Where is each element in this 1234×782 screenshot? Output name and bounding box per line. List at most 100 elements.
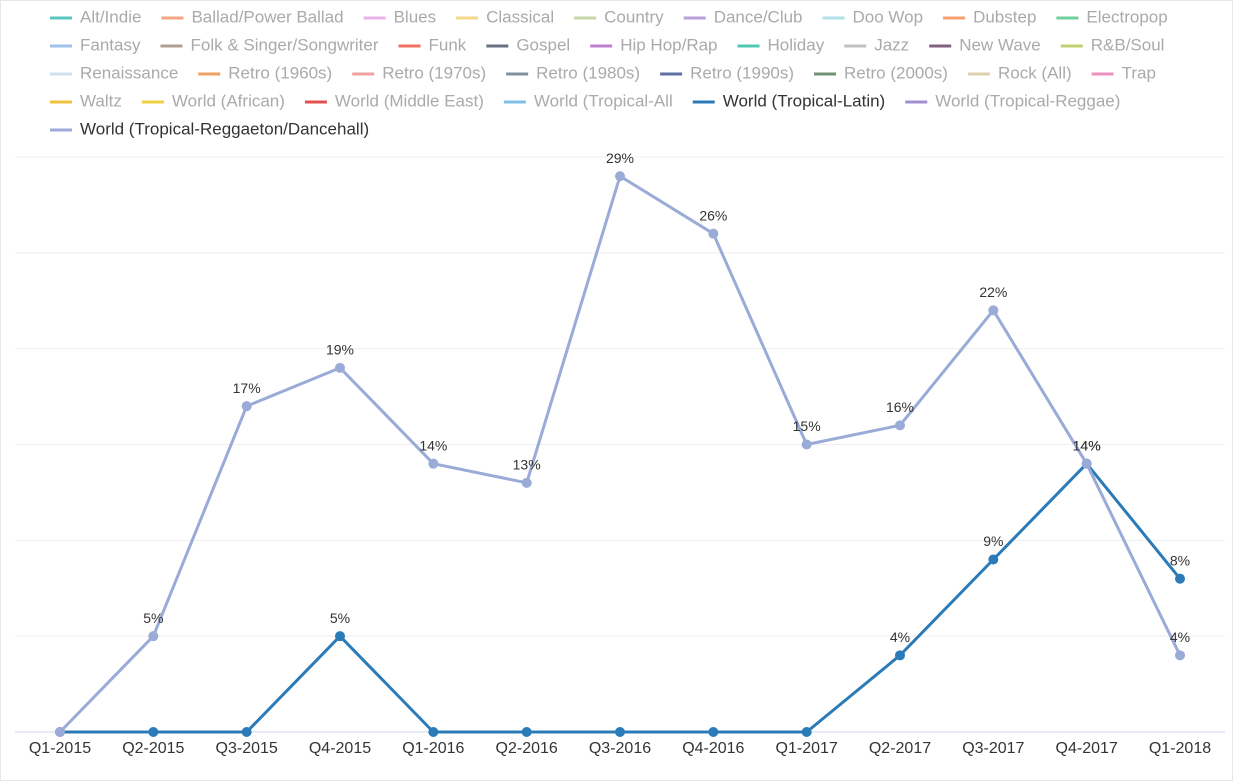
legend-item[interactable]: Ballad/Power Ballad (161, 7, 344, 26)
data-point (521, 477, 532, 488)
legend-item[interactable]: World (Tropical-Reggaeton/Dancehall) (50, 119, 369, 138)
legend-item[interactable]: Rock (All) (967, 63, 1072, 82)
data-point (1175, 573, 1185, 584)
legend-label: Fantasy (80, 35, 141, 54)
legend-item[interactable]: Fantasy (50, 35, 141, 54)
legend-item[interactable]: Classical (456, 7, 554, 26)
data-point (1175, 650, 1185, 661)
legend-label: Holiday (768, 35, 825, 54)
x-tick-label: Q4-2015 (309, 740, 371, 757)
data-label: 22% (979, 284, 1007, 300)
legend-label: World (Tropical-All (534, 91, 673, 110)
legend-label: Retro (1970s) (382, 63, 486, 82)
x-tick-label: Q1-2018 (1149, 740, 1211, 757)
legend-label: Classical (486, 7, 554, 26)
legend-item[interactable]: Holiday (737, 35, 825, 54)
legend-item[interactable]: Retro (2000s) (814, 63, 948, 82)
data-point (428, 458, 439, 469)
data-label: 17% (233, 380, 261, 396)
legend-item[interactable]: World (African) (141, 91, 285, 110)
x-tick-label: Q3-2015 (216, 740, 278, 757)
data-point (1081, 458, 1092, 469)
legend-item[interactable]: Trap (1091, 63, 1156, 82)
legend-item[interactable]: Alt/Indie (50, 7, 141, 26)
data-label: 29% (606, 150, 634, 166)
data-point (988, 305, 999, 316)
legend-item[interactable]: Funk (398, 35, 467, 54)
legend-item[interactable]: Blues (363, 7, 437, 26)
legend-item[interactable]: Dance/Club (683, 7, 803, 26)
data-point (148, 727, 159, 737)
data-point (241, 401, 252, 412)
legend-item[interactable]: World (Tropical-All (503, 91, 673, 110)
data-point (615, 171, 625, 182)
legend-item[interactable]: Retro (1990s) (660, 63, 794, 82)
x-tick-label: Q1-2015 (29, 740, 91, 757)
x-tick-label: Q4-2017 (1056, 740, 1118, 757)
legend-item[interactable]: Retro (1980s) (506, 63, 640, 82)
data-point (801, 439, 812, 450)
legend-item[interactable]: World (Middle East) (304, 91, 484, 110)
legend-label: Blues (394, 7, 437, 26)
legend-item[interactable]: Hip Hop/Rap (590, 35, 718, 54)
legend-label: World (Tropical-Reggaeton/Dancehall) (80, 119, 369, 138)
data-point (335, 631, 345, 642)
legend-item[interactable]: Retro (1970s) (352, 63, 486, 82)
legend-label: Retro (2000s) (844, 63, 948, 82)
data-point (55, 727, 65, 737)
data-label: 4% (890, 629, 910, 645)
legend-label: R&B/Soul (1091, 35, 1165, 54)
legend-label: Renaissance (80, 63, 178, 82)
legend-item[interactable]: Renaissance (50, 63, 178, 82)
legend-item[interactable]: Retro (1960s) (198, 63, 332, 82)
legend-item[interactable]: Country (574, 7, 664, 26)
legend-label: World (Middle East) (335, 91, 484, 110)
legend-item[interactable]: Gospel (486, 35, 570, 54)
legend-label: Ballad/Power Ballad (191, 7, 343, 26)
legend-item[interactable]: World (Tropical-Latin) (692, 91, 886, 110)
legend-item[interactable]: R&B/Soul (1060, 35, 1165, 54)
data-point (801, 727, 812, 737)
data-label: 14% (1073, 437, 1101, 453)
data-point (241, 727, 252, 737)
data-point (988, 554, 999, 565)
legend-item[interactable]: Waltz (50, 91, 122, 110)
x-tick-label: Q2-2017 (869, 740, 931, 757)
legend-label: Funk (429, 35, 467, 54)
legend-item[interactable]: Electropop (1056, 7, 1168, 26)
legend-label: Gospel (516, 35, 570, 54)
legend-item[interactable]: New Wave (929, 35, 1041, 54)
x-tick-label: Q1-2017 (776, 740, 838, 757)
legend-item[interactable]: Dubstep (943, 7, 1036, 26)
legend-item[interactable]: Folk & Singer/Songwriter (160, 35, 379, 54)
legend-label: World (African) (172, 91, 285, 110)
legend-item[interactable]: Doo Wop (822, 7, 924, 26)
legend-label: Retro (1960s) (228, 63, 332, 82)
legend-label: Rock (All) (998, 63, 1072, 82)
data-label: 5% (330, 610, 350, 626)
x-tick-label: Q1-2016 (402, 740, 464, 757)
data-label: 26% (699, 207, 727, 223)
legend-label: Hip Hop/Rap (620, 35, 717, 54)
legend-label: Retro (1990s) (690, 63, 794, 82)
legend-label: Dance/Club (714, 7, 803, 26)
data-label: 19% (326, 342, 354, 358)
legend-label: World (Tropical-Reggae) (935, 91, 1120, 110)
data-label: 15% (793, 418, 821, 434)
legend-label: Jazz (874, 35, 909, 54)
x-tick-label: Q4-2016 (682, 740, 744, 757)
legend-item[interactable]: Jazz (844, 35, 909, 54)
data-label: 5% (143, 610, 163, 626)
legend-label: World (Tropical-Latin) (723, 91, 886, 110)
data-point (615, 727, 625, 737)
data-point (335, 362, 345, 373)
data-label: 9% (983, 533, 1003, 549)
data-point (148, 631, 159, 642)
data-point (895, 650, 905, 661)
legend-label: Electropop (1086, 7, 1167, 26)
legend-label: New Wave (959, 35, 1041, 54)
legend-label: Retro (1980s) (536, 63, 640, 82)
data-label: 14% (419, 437, 447, 453)
legend-item[interactable]: World (Tropical-Reggae) (905, 91, 1120, 110)
